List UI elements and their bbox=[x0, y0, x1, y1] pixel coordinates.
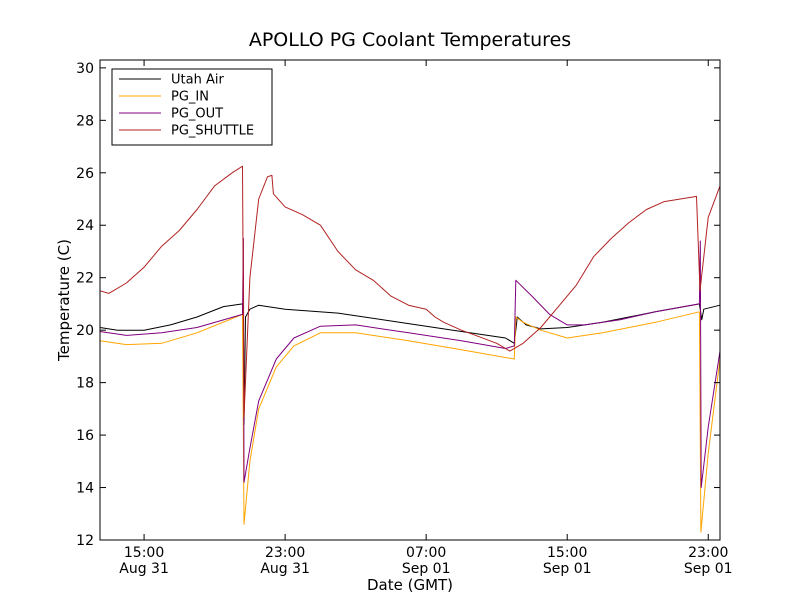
y-tick-label: 20 bbox=[76, 323, 94, 339]
legend-entry-label: PG_IN bbox=[171, 90, 209, 105]
x-tick-label-time: 23:00 bbox=[265, 545, 305, 561]
legend: Utah Air PG_IN PG_OUT PG_SHUTTLE bbox=[111, 68, 273, 146]
chart-title: APOLLO PG Coolant Temperatures bbox=[249, 29, 571, 51]
x-tick-label-date: Sep 01 bbox=[402, 561, 451, 577]
x-tick-label-time: 15:00 bbox=[124, 545, 164, 561]
x-tick-label-date: Aug 31 bbox=[260, 561, 310, 577]
series-line-pg-in bbox=[99, 311, 721, 533]
y-tick-label: 14 bbox=[76, 481, 94, 497]
y-tick-label: 26 bbox=[76, 166, 94, 182]
y-tick-label: 18 bbox=[76, 376, 94, 392]
y-axis-label: Temperature (C) bbox=[55, 239, 73, 362]
legend-entry-label: PG_SHUTTLE bbox=[171, 124, 254, 139]
y-tick-label: 28 bbox=[76, 113, 94, 129]
y-tick-label: 16 bbox=[76, 428, 94, 444]
y-tick-label: 24 bbox=[76, 218, 94, 234]
plot-frame bbox=[99, 59, 721, 541]
y-tick-label: 22 bbox=[76, 271, 94, 287]
y-tick-label: 30 bbox=[76, 61, 94, 77]
x-axis-label: Date (GMT) bbox=[367, 576, 453, 594]
y-tick-label: 12 bbox=[76, 533, 94, 549]
x-tick-label-date: Aug 31 bbox=[119, 561, 169, 577]
x-tick-label-date: Sep 01 bbox=[543, 561, 592, 577]
x-tick-label-date: Sep 01 bbox=[684, 561, 733, 577]
series-line-utah-air bbox=[99, 303, 721, 426]
series-line-pg-out bbox=[99, 237, 721, 488]
legend-entry-label: Utah Air bbox=[171, 73, 224, 88]
x-tick-label-time: 15:00 bbox=[547, 545, 587, 561]
x-tick-label-time: 07:00 bbox=[406, 545, 446, 561]
y-axis: 12 14 16 18 20 22 24 26 28 30 bbox=[76, 61, 720, 549]
x-tick-label-time: 23:00 bbox=[688, 545, 728, 561]
legend-entry-label: PG_OUT bbox=[171, 107, 223, 122]
series-line-pg-shuttle bbox=[99, 165, 721, 418]
legend-frame bbox=[111, 68, 273, 146]
series-layer bbox=[99, 165, 721, 533]
